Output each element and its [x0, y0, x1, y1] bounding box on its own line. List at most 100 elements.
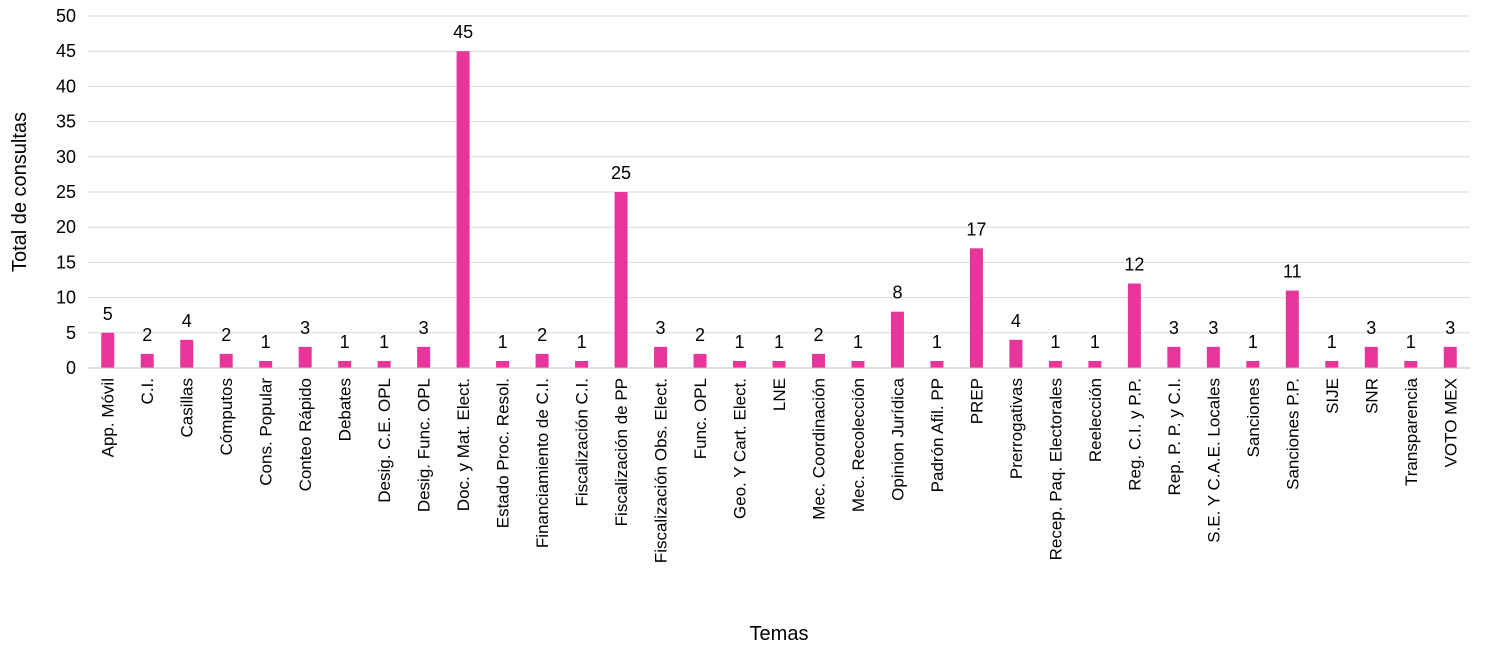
x-tick-label: Reelección [1086, 378, 1105, 462]
bar [575, 360, 589, 368]
x-tick-label: Debates [336, 378, 355, 441]
data-label: 1 [1050, 332, 1060, 352]
data-label: 3 [1445, 318, 1455, 338]
data-label: 1 [853, 332, 863, 352]
bar [1048, 360, 1062, 368]
bar [1009, 339, 1023, 368]
data-label: 17 [966, 219, 986, 239]
bar [417, 346, 431, 368]
bar [890, 311, 904, 368]
y-tick-label: 0 [66, 358, 76, 378]
data-label: 5 [103, 304, 113, 324]
x-tick-label: C.I. [138, 378, 157, 404]
data-label: 3 [1208, 318, 1218, 338]
x-tick-label: Estado Proc. Resol. [494, 378, 513, 528]
data-label: 2 [695, 325, 705, 345]
data-label: 3 [656, 318, 666, 338]
x-tick-label: Opinion Jurídica [888, 377, 907, 500]
bar [811, 353, 825, 368]
x-tick-label: Padrón Afil. PP [928, 378, 947, 492]
bar [259, 360, 273, 368]
bar [693, 353, 707, 368]
x-tick-label: Doc. y Mat. Elect. [454, 378, 473, 511]
data-label: 3 [419, 318, 429, 338]
data-label: 25 [611, 163, 631, 183]
x-axis-title: Temas [750, 623, 809, 645]
y-tick-label: 40 [56, 76, 76, 96]
bar [338, 360, 352, 368]
data-label: 3 [1169, 318, 1179, 338]
data-label: 1 [1090, 332, 1100, 352]
y-tick-label: 20 [56, 217, 76, 237]
x-tick-label: Sanciones [1244, 378, 1263, 457]
data-label: 2 [142, 325, 152, 345]
x-tick-label: VOTO MEX [1441, 378, 1460, 467]
x-tick-label: Fiscalización C.I. [573, 378, 592, 506]
bar [851, 360, 865, 368]
x-tick-label: Prerrogativas [1007, 378, 1026, 479]
y-tick-label: 10 [56, 288, 76, 308]
data-label: 1 [735, 332, 745, 352]
bar [614, 192, 628, 368]
data-label: 1 [379, 332, 389, 352]
x-tick-label: Mec. Coordinación [809, 378, 828, 520]
data-label: 1 [1248, 332, 1258, 352]
bar [1127, 283, 1141, 368]
bar [219, 353, 233, 368]
bar [535, 353, 549, 368]
x-tick-label: Rep. P. P. y C.I. [1165, 378, 1184, 496]
data-label: 2 [537, 325, 547, 345]
x-tick-label: Mec. Recolección [849, 378, 868, 512]
bar [1088, 360, 1102, 368]
y-tick-label: 15 [56, 252, 76, 272]
x-tick-label: Desig. Func. OPL [415, 378, 434, 512]
x-tick-label: Sanciones P.P. [1283, 378, 1302, 490]
bar [377, 360, 391, 368]
data-label: 1 [774, 332, 784, 352]
x-tick-label: Geo. Y Cart. Elect. [731, 378, 750, 519]
data-label: 45 [453, 22, 473, 42]
y-tick-label: 50 [56, 6, 76, 26]
bar [1443, 346, 1457, 368]
y-axis-ticks: 0 5 10 15 20 25 30 35 40 45 50 [56, 6, 76, 378]
bar [1206, 346, 1220, 368]
x-tick-label: Cómputos [217, 378, 236, 455]
bar [1325, 360, 1339, 368]
x-tick-label: Conteo Rápido [296, 378, 315, 491]
x-tick-label: Transparencia [1402, 377, 1421, 486]
bar [969, 248, 983, 368]
data-label: 11 [1283, 262, 1302, 282]
data-label: 1 [498, 332, 508, 352]
bar [930, 360, 944, 368]
bar [733, 360, 747, 368]
bar [496, 360, 510, 368]
gridlines [88, 15, 1470, 334]
bar [772, 360, 786, 368]
y-tick-label: 5 [66, 323, 76, 343]
data-label: 8 [892, 283, 902, 303]
y-tick-label: 30 [56, 147, 76, 167]
x-tick-label: Fiscalización Obs. Elect. [652, 378, 671, 563]
x-axis-categories: App. Móvil C.I. Casillas Cómputos Cons. Popu… [99, 377, 1461, 563]
bar [1364, 346, 1378, 368]
bar [1285, 290, 1299, 368]
bar [456, 51, 470, 368]
data-label: 1 [340, 332, 350, 352]
x-tick-label: Recep. Paq. Electorales [1046, 378, 1065, 560]
y-tick-label: 45 [56, 41, 76, 61]
y-axis-title: Total de consultas [9, 112, 31, 272]
bar [654, 346, 668, 368]
data-label: 12 [1124, 255, 1144, 275]
data-label: 1 [261, 332, 271, 352]
bars [101, 51, 1457, 368]
y-tick-label: 35 [56, 112, 76, 132]
x-tick-label: Financiamiento de C.I. [533, 378, 552, 548]
x-tick-label: LNE [770, 378, 789, 411]
x-tick-label: SIJE [1323, 378, 1342, 414]
data-label: 4 [182, 311, 192, 331]
data-label: 4 [1011, 311, 1021, 331]
bar [298, 346, 312, 368]
data-label: 1 [1406, 332, 1416, 352]
